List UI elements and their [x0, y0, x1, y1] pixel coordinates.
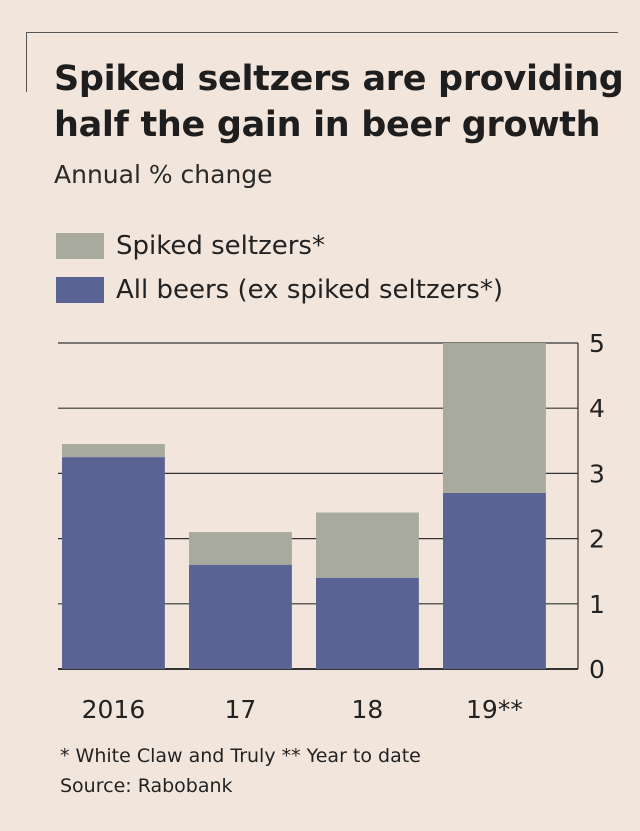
y-tick-label: 0 — [589, 655, 605, 684]
bar-spiked-seltzers — [62, 444, 165, 458]
x-tick-label: 2016 — [82, 695, 146, 724]
legend-label-spiked-seltzers: Spiked seltzers* — [116, 231, 325, 261]
legend-item-spiked-seltzers: Spiked seltzers* — [56, 224, 503, 268]
y-tick-label: 1 — [589, 590, 605, 619]
bar-all-beers — [316, 577, 419, 669]
frame-left-rule — [26, 32, 27, 92]
x-tick-label: 17 — [225, 695, 257, 724]
bar-all-beers — [443, 492, 546, 669]
bar-spiked-seltzers — [316, 512, 419, 578]
footnote: * White Claw and Truly ** Year to date — [60, 745, 421, 767]
bar-all-beers — [62, 457, 165, 669]
y-tick-label: 2 — [589, 525, 605, 554]
frame-top-rule — [26, 32, 618, 33]
bar-all-beers — [189, 564, 292, 669]
legend: Spiked seltzers* All beers (ex spiked se… — [56, 224, 503, 312]
x-tick-label: 18 — [352, 695, 384, 724]
chart-subtitle: Annual % change — [54, 160, 273, 189]
legend-item-all-beers: All beers (ex spiked seltzers*) — [56, 268, 503, 312]
y-tick-label: 4 — [589, 394, 605, 423]
legend-label-all-beers: All beers (ex spiked seltzers*) — [116, 275, 503, 305]
legend-swatch-spiked-seltzers — [56, 233, 104, 259]
bar-spiked-seltzers — [443, 343, 546, 493]
bar-spiked-seltzers — [189, 532, 292, 565]
y-tick-label: 3 — [589, 459, 605, 488]
legend-swatch-all-beers — [56, 277, 104, 303]
y-tick-label: 5 — [589, 329, 605, 358]
source-note: Source: Rabobank — [60, 775, 233, 797]
x-tick-label: 19** — [466, 695, 523, 724]
chart-title: Spiked seltzers are providing half the g… — [54, 59, 624, 145]
